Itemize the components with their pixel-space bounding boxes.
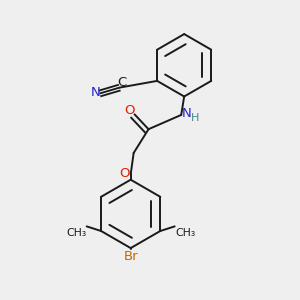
Text: CH₃: CH₃ (66, 228, 86, 238)
Text: N: N (91, 85, 101, 98)
Text: H: H (191, 113, 199, 123)
Text: C: C (117, 76, 126, 89)
Text: Br: Br (124, 250, 139, 262)
Text: CH₃: CH₃ (175, 228, 195, 238)
Text: O: O (119, 167, 129, 180)
Text: O: O (124, 104, 134, 117)
Text: N: N (182, 107, 191, 120)
